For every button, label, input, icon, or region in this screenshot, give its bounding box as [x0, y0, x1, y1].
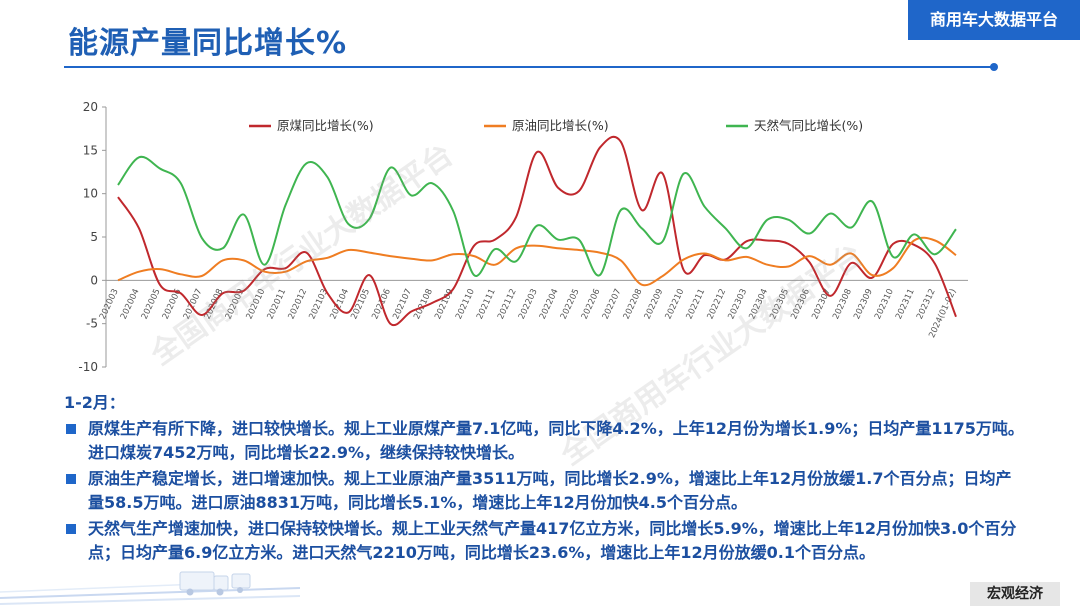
x-tick-label: 202207 — [601, 287, 624, 321]
x-tick-label: 202005 — [140, 287, 163, 321]
x-tick-label: 202305 — [768, 287, 791, 321]
x-tick-label: 202012 — [286, 287, 309, 321]
x-tick-label: 202204 — [538, 287, 561, 321]
x-tick-label: 202104 — [328, 287, 351, 321]
x-tick-label: 202303 — [726, 287, 749, 321]
x-tick-label: 202307 — [810, 287, 833, 321]
x-tick-label: 202109 — [433, 287, 456, 321]
y-tick-label: 20 — [83, 100, 98, 114]
note-text: 原煤生产有所下降，进口较快增长。规上工业原煤产量7.1亿吨，同比下降4.2%，上… — [88, 419, 1024, 462]
x-tick-label: 202206 — [580, 287, 603, 321]
x-tick-label: 202209 — [643, 287, 666, 321]
square-bullet-icon — [66, 424, 76, 434]
x-tick-label: 202112 — [496, 287, 519, 321]
x-tick-label: 202110 — [454, 287, 477, 321]
x-tick-label: 202203 — [517, 287, 540, 321]
legend-label: 原油同比增长(%) — [512, 118, 609, 133]
x-tick-label: 202111 — [475, 287, 498, 321]
y-tick-label: 0 — [90, 273, 98, 287]
series-line-2 — [117, 155, 957, 277]
note-item: 原油生产稳定增长，进口增速加快。规上工业原油产量3511万吨，同比增长2.9%，… — [64, 467, 1024, 515]
notes-period: 1-2月： — [64, 393, 125, 412]
square-bullet-icon — [66, 474, 76, 484]
x-tick-label: 202304 — [747, 287, 770, 321]
y-tick-label: -10 — [78, 360, 98, 374]
y-tick-label: 15 — [83, 143, 98, 157]
truck-decoration-icon — [0, 571, 300, 605]
line-chart-svg: -10-505101520202003202004202005202006202… — [78, 100, 968, 374]
x-tick-label: 202208 — [622, 287, 645, 321]
x-tick-label: 202309 — [852, 287, 875, 321]
page-title: 能源产量同比增长% — [68, 26, 348, 61]
y-tick-label: 10 — [83, 187, 98, 201]
y-tick-label: 5 — [90, 230, 98, 244]
note-item: 原煤生产有所下降，进口较快增长。规上工业原煤产量7.1亿吨，同比下降4.2%，上… — [64, 417, 1024, 465]
legend-label: 天然气同比增长(%) — [754, 118, 863, 133]
x-tick-label: 202011 — [266, 287, 289, 321]
header-rule-dot — [990, 63, 998, 71]
x-tick-label: 202312 — [915, 287, 938, 321]
x-tick-label: 202007 — [182, 287, 205, 321]
legend-label: 原煤同比增长(%) — [277, 118, 374, 133]
x-tick-label: 202310 — [873, 287, 896, 321]
x-tick-label: 202004 — [119, 287, 142, 321]
line-chart: -10 -5 0 5 10 15 20 202003 202004 202005 202006 202… — [66, 90, 996, 375]
x-tick-label: 202306 — [789, 287, 812, 321]
x-tick-label: 202003 — [98, 287, 121, 321]
note-text: 原油生产稳定增长，进口增速加快。规上工业原油产量3511万吨，同比增长2.9%，… — [88, 469, 1012, 512]
header-rule — [64, 66, 994, 68]
series-line-0 — [117, 135, 957, 327]
x-tick-label: 202107 — [391, 287, 414, 321]
brand-badge: 商用车大数据平台 — [908, 0, 1080, 40]
x-tick-label: 202211 — [685, 287, 708, 321]
x-tick-label: 202311 — [894, 287, 917, 321]
square-bullet-icon — [66, 524, 76, 534]
x-tick-label: 202010 — [245, 287, 268, 321]
x-tick-label: 202212 — [705, 287, 728, 321]
notes-section: 1-2月： 原煤生产有所下降，进口较快增长。规上工业原煤产量7.1亿吨，同比下降… — [64, 391, 1024, 567]
footer-tag: 宏观经济 — [970, 582, 1060, 606]
note-item: 天然气生产增速加快，进口保持较快增长。规上工业天然气产量417亿立方米，同比增长… — [64, 517, 1024, 565]
note-text: 天然气生产增速加快，进口保持较快增长。规上工业天然气产量417亿立方米，同比增长… — [88, 519, 1017, 562]
series-line-1 — [117, 236, 957, 287]
x-tick-label: 202210 — [664, 287, 687, 321]
x-tick-label: 202105 — [349, 287, 372, 321]
y-tick-label: -5 — [86, 317, 98, 331]
x-tick-label: 202205 — [559, 287, 582, 321]
